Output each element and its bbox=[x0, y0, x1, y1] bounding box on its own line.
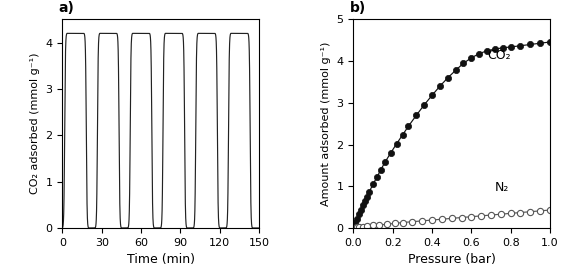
Y-axis label: CO₂ adsorbed (mmol g⁻¹): CO₂ adsorbed (mmol g⁻¹) bbox=[30, 53, 40, 194]
Text: N₂: N₂ bbox=[495, 181, 509, 194]
Text: CO₂: CO₂ bbox=[487, 49, 511, 63]
Y-axis label: Amount adsorbed (mmol g⁻¹): Amount adsorbed (mmol g⁻¹) bbox=[321, 41, 331, 206]
X-axis label: Time (min): Time (min) bbox=[126, 253, 194, 266]
X-axis label: Pressure (bar): Pressure (bar) bbox=[408, 253, 496, 266]
Text: b): b) bbox=[349, 1, 366, 15]
Text: a): a) bbox=[58, 1, 74, 15]
